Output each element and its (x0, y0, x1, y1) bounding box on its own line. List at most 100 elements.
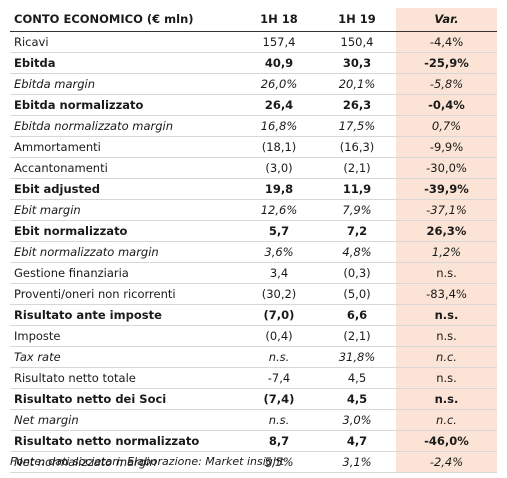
row-label: Tax rate (10, 346, 240, 368)
header-1h19: 1H 19 (318, 8, 396, 32)
value-1h18: 26,0% (240, 73, 318, 95)
header-1h18: 1H 18 (240, 8, 318, 32)
value-1h18: 8,7 (240, 430, 318, 452)
value-var: -83,4% (396, 283, 497, 305)
value-1h19: 11,9 (318, 178, 396, 200)
value-1h19: 7,2 (318, 220, 396, 242)
row-label: Ebitda margin (10, 73, 240, 95)
value-var: -5,8% (396, 73, 497, 95)
header-label: CONTO ECONOMICO (€ mln) (10, 8, 240, 32)
value-1h19: (5,0) (318, 283, 396, 305)
table-row: Ebit margin 12,6% 7,9% -37,1% (10, 199, 497, 221)
value-1h19: 4,8% (318, 241, 396, 263)
table-row: Risultato ante imposte (7,0) 6,6 n.s. (10, 304, 497, 326)
value-1h18: 3,6% (240, 241, 318, 263)
value-1h19: (2,1) (318, 157, 396, 179)
value-1h19: 4,7 (318, 430, 396, 452)
value-1h19: (2,1) (318, 325, 396, 347)
row-label: Ebit normalizzato (10, 220, 240, 242)
value-var: -39,9% (396, 178, 497, 200)
value-var: 0,7% (396, 115, 497, 137)
table-row: Ammortamenti (18,1) (16,3) -9,9% (10, 136, 497, 158)
value-1h19: 3,1% (318, 451, 396, 473)
value-1h19: 26,3 (318, 94, 396, 116)
table-row: Ricavi 157,4 150,4 -4,4% (10, 31, 497, 53)
value-1h19: 30,3 (318, 52, 396, 74)
value-var: -9,9% (396, 136, 497, 158)
income-statement-table: CONTO ECONOMICO (€ mln) 1H 18 1H 19 Var.… (10, 8, 497, 473)
value-1h18: (18,1) (240, 136, 318, 158)
value-1h19: 20,1% (318, 73, 396, 95)
value-1h18: (30,2) (240, 283, 318, 305)
value-1h19: 150,4 (318, 31, 396, 53)
value-1h18: 5,5% (240, 451, 318, 473)
value-1h18: (3,0) (240, 157, 318, 179)
row-label: Ebit adjusted (10, 178, 240, 200)
table-row: Ebitda normalizzato 26,4 26,3 -0,4% (10, 94, 497, 116)
value-1h18: 3,4 (240, 262, 318, 284)
value-var: -46,0% (396, 430, 497, 452)
value-var: n.c. (396, 346, 497, 368)
value-1h18: n.s. (240, 346, 318, 368)
row-label: Net normalizzato margin (10, 451, 240, 473)
value-1h19: 17,5% (318, 115, 396, 137)
value-1h19: (0,3) (318, 262, 396, 284)
table-row: Gestione finanziaria 3,4 (0,3) n.s. (10, 262, 497, 284)
value-var: -4,4% (396, 31, 497, 53)
row-label: Risultato netto totale (10, 367, 240, 389)
value-1h19: 4,5 (318, 388, 396, 410)
value-var: -2,4% (396, 451, 497, 473)
value-1h18: 5,7 (240, 220, 318, 242)
table-row: Ebit adjusted 19,8 11,9 -39,9% (10, 178, 497, 200)
table-row: Risultato netto normalizzato 8,7 4,7 -46,0% (10, 430, 497, 452)
table-row: Net margin n.s. 3,0% n.c. (10, 409, 497, 431)
value-var: n.s. (396, 367, 497, 389)
row-label: Ebit margin (10, 199, 240, 221)
table-row: Tax rate n.s. 31,8% n.c. (10, 346, 497, 368)
table-row: Ebit normalizzato 5,7 7,2 26,3% (10, 220, 497, 242)
value-1h18: 16,8% (240, 115, 318, 137)
value-var: -25,9% (396, 52, 497, 74)
table-row: Ebitda normalizzato margin 16,8% 17,5% 0,7% (10, 115, 497, 137)
table-row: Imposte (0,4) (2,1) n.s. (10, 325, 497, 347)
value-var: n.s. (396, 304, 497, 326)
row-label: Ebitda normalizzato margin (10, 115, 240, 137)
table-row: Proventi/oneri non ricorrenti (30,2) (5,0)… (10, 283, 497, 305)
row-label: Proventi/oneri non ricorrenti (10, 283, 240, 305)
value-1h18: n.s. (240, 409, 318, 431)
value-1h18: -7,4 (240, 367, 318, 389)
table-row: Risultato netto dei Soci (7,4) 4,5 n.s. (10, 388, 497, 410)
value-var: 26,3% (396, 220, 497, 242)
row-label: Ebitda (10, 52, 240, 74)
table-row: Ebitda 40,9 30,3 -25,9% (10, 52, 497, 74)
table-row: Accantonamenti (3,0) (2,1) -30,0% (10, 157, 497, 179)
row-label: Gestione finanziaria (10, 262, 240, 284)
value-1h19: 7,9% (318, 199, 396, 221)
value-1h18: (0,4) (240, 325, 318, 347)
value-1h18: 12,6% (240, 199, 318, 221)
value-1h18: (7,4) (240, 388, 318, 410)
row-label: Ricavi (10, 31, 240, 53)
value-var: n.s. (396, 388, 497, 410)
table-body: Ricavi 157,4 150,4 -4,4% Ebitda 40,9 30,3 -25,9… (10, 31, 497, 473)
table-row: Net normalizzato margin 5,5% 3,1% -2,4% (10, 451, 497, 473)
row-label: Ammortamenti (10, 136, 240, 158)
value-1h18: (7,0) (240, 304, 318, 326)
header-row: CONTO ECONOMICO (€ mln) 1H 18 1H 19 Var. (10, 8, 497, 32)
value-1h18: 26,4 (240, 94, 318, 116)
value-var: 1,2% (396, 241, 497, 263)
value-1h18: 157,4 (240, 31, 318, 53)
row-label: Ebitda normalizzato (10, 94, 240, 116)
table-header: CONTO ECONOMICO (€ mln) 1H 18 1H 19 Var. (10, 8, 497, 32)
value-var: -37,1% (396, 199, 497, 221)
table-row: Ebitda margin 26,0% 20,1% -5,8% (10, 73, 497, 95)
value-1h18: 40,9 (240, 52, 318, 74)
value-var: n.s. (396, 262, 497, 284)
value-var: n.c. (396, 409, 497, 431)
table-row: Risultato netto totale -7,4 4,5 n.s. (10, 367, 497, 389)
value-1h19: 3,0% (318, 409, 396, 431)
row-label: Ebit normalizzato margin (10, 241, 240, 263)
source-note: Fonte: dati societari; Elaborazione: Mar… (10, 455, 285, 468)
value-1h19: 31,8% (318, 346, 396, 368)
